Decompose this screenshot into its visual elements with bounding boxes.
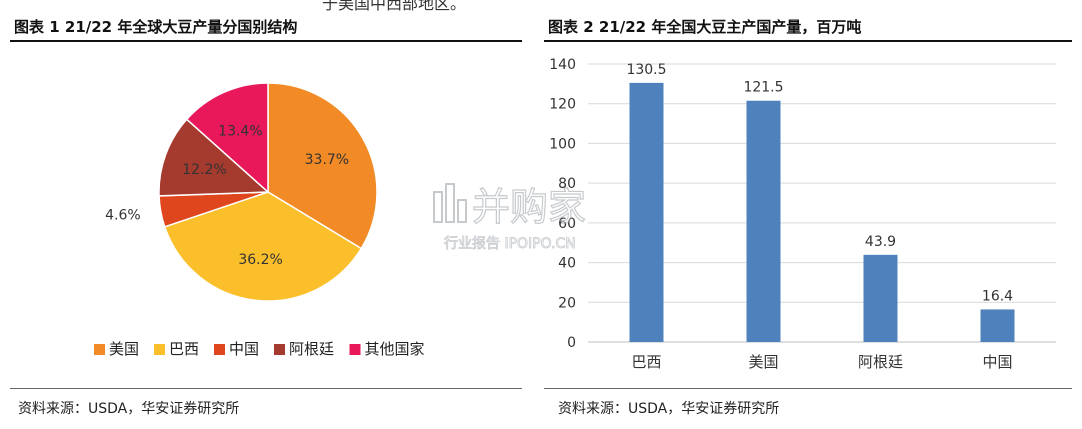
x-tick-label-3: 中国 [982,353,1012,371]
bar-3 [980,309,1015,342]
pie-slice-3 [158,118,270,197]
y-tick-label-0: 0 [567,335,576,351]
bar-chart-title: 图表 2 21/22 年全国大豆主产国产量，百万吨 [548,18,862,36]
pie-slice-0 [267,82,378,250]
legend-swatch-3 [274,344,285,355]
y-tick-label-6: 120 [549,97,576,113]
right-title-rule [544,40,1072,42]
bar-value-label-2: 43.9 [865,234,896,250]
bar-value-label-3: 16.4 [982,288,1013,304]
x-tick-label-0: 巴西 [631,353,661,371]
pie-value-label-2: 4.6% [105,207,141,223]
pie-chart-title: 图表 1 21/22 年全球大豆产量分国别结构 [14,18,298,36]
pie-value-label-3: 12.2% [182,162,226,178]
legend-swatch-2 [214,344,225,355]
bar-value-label-1: 121.5 [743,80,783,96]
legend-label-2: 中国 [229,340,259,358]
left-title-rule [10,40,522,42]
x-tick-label-2: 阿根廷 [858,353,903,371]
y-tick-label-4: 80 [558,176,576,192]
legend-label-3: 阿根廷 [289,340,334,358]
previous-text-fragment: 于美国中西部地区。 [322,0,467,13]
y-tick-label-7: 140 [549,57,576,73]
bar-chart: 0 20 40 60 80 100 120 140 130.5 巴西 121.5 美国 43.9 阿根廷 1… [549,57,1056,371]
y-tick-label-2: 40 [558,256,576,272]
y-tick-label-5: 100 [549,136,576,152]
legend-swatch-4 [349,344,361,355]
bar-1 [746,100,781,342]
pie-value-label-1: 36.2% [238,252,282,268]
bar-2 [863,254,898,342]
pie-slice-1 [163,191,363,302]
bar-value-label-0: 130.5 [626,62,666,78]
x-tick-label-1: 美国 [748,353,778,371]
pie-value-label-4: 13.4% [218,123,262,139]
legend-label-4: 其他国家 [365,340,425,358]
legend-swatch-1 [154,344,165,355]
y-tick-label-3: 60 [558,216,576,232]
legend-label-1: 巴西 [169,340,199,358]
pie-value-label-0: 33.7% [305,152,349,168]
legend-label-0: 美国 [109,340,139,358]
y-tick-label-1: 20 [558,295,576,311]
pie-slice-4 [185,82,269,194]
pie-chart: 33.7% 36.2% 4.6% 12.2% 13.4% 美国 巴西 中国 阿根廷 其他国家 [94,82,425,358]
bar-0 [629,82,664,342]
left-source-rule [10,388,522,389]
right-source-note: 资料来源：USDA，华安证券研究所 [558,401,780,417]
left-source-note: 资料来源：USDA，华安证券研究所 [18,401,240,417]
legend-swatch-0 [94,344,105,355]
right-source-rule [544,388,1072,389]
